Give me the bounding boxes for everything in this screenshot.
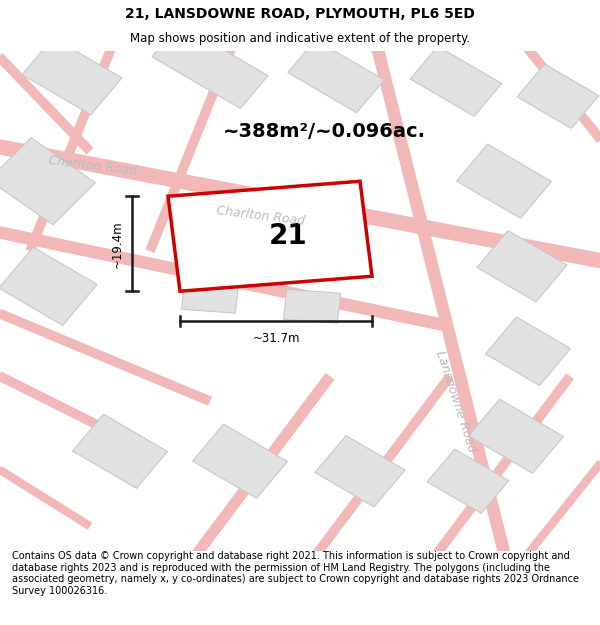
- Polygon shape: [284, 289, 340, 323]
- Text: Charlton Road: Charlton Road: [48, 154, 138, 178]
- Text: Charlton Road: Charlton Road: [216, 204, 306, 228]
- Text: Map shows position and indicative extent of the property.: Map shows position and indicative extent…: [130, 32, 470, 45]
- Text: 21: 21: [269, 222, 307, 250]
- Polygon shape: [73, 414, 167, 488]
- Polygon shape: [457, 144, 551, 218]
- Polygon shape: [410, 46, 502, 116]
- Text: Contains OS data © Crown copyright and database right 2021. This information is : Contains OS data © Crown copyright and d…: [12, 551, 579, 596]
- Polygon shape: [477, 231, 567, 302]
- Text: ~388m²/~0.096ac.: ~388m²/~0.096ac.: [223, 122, 425, 141]
- Polygon shape: [22, 38, 122, 115]
- Text: ~31.7m: ~31.7m: [252, 332, 300, 345]
- Polygon shape: [193, 424, 287, 498]
- Polygon shape: [182, 279, 238, 313]
- Polygon shape: [315, 436, 405, 507]
- Text: ~19.4m: ~19.4m: [110, 220, 124, 268]
- Polygon shape: [152, 24, 268, 109]
- Polygon shape: [427, 449, 509, 513]
- Polygon shape: [168, 181, 372, 291]
- Text: 21, LANSDOWNE ROAD, PLYMOUTH, PL6 5ED: 21, LANSDOWNE ROAD, PLYMOUTH, PL6 5ED: [125, 8, 475, 21]
- Polygon shape: [517, 64, 599, 128]
- Polygon shape: [288, 40, 384, 112]
- Polygon shape: [0, 138, 95, 225]
- Text: Lansdowne Road: Lansdowne Road: [433, 349, 479, 454]
- Polygon shape: [469, 399, 563, 473]
- Polygon shape: [485, 317, 571, 386]
- Polygon shape: [0, 247, 97, 326]
